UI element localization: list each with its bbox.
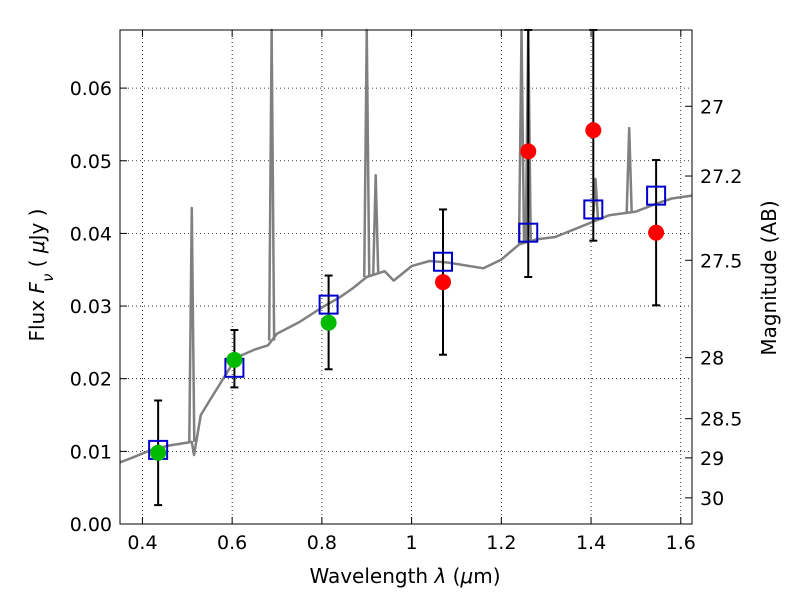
y2-axis-label: Magnitude (AB) (757, 200, 781, 355)
y2-tick-label: 29 (700, 448, 724, 470)
y-tick-label: 0.01 (70, 441, 112, 463)
y2-tick-label: 27.2 (700, 166, 742, 188)
spectrum-continuum (119, 194, 693, 464)
points-layer (148, 122, 667, 461)
y-tick-label: 0.05 (70, 151, 112, 173)
x-axis-label: Wavelength λ (μm) (309, 564, 500, 588)
spectrum-emission-line (371, 174, 380, 275)
x-tick-label: 0.8 (307, 532, 337, 554)
spectrum-emission-line (625, 126, 633, 213)
y2-tick-label: 28.5 (700, 409, 742, 431)
y2-tick-label: 27 (700, 96, 724, 118)
x-axis-ticks: 0.4 0.6 0.8 1 1.2 1.4 1.6 (127, 30, 696, 554)
y-tick-label: 0.00 (70, 514, 112, 536)
model-square-point (318, 294, 339, 315)
x-tick-label: 0.4 (127, 532, 157, 554)
green-point (226, 351, 243, 368)
y2-tick-label: 30 (700, 488, 724, 510)
x-tick-label: 1.6 (666, 532, 696, 554)
red-point (520, 143, 537, 160)
y-axis-label: Flux Fν ( μJy ) (25, 208, 57, 341)
plot-frame (119, 29, 693, 525)
y-tick-label: 0.02 (70, 369, 112, 391)
x-tick-label: 0.6 (217, 532, 247, 554)
y-tick-label: 0.06 (70, 78, 112, 100)
x-tick-label: 1.4 (576, 532, 606, 554)
y2-tick-label: 28 (700, 348, 724, 370)
model-square-point (646, 185, 667, 206)
y-tick-label: 0.04 (70, 223, 112, 245)
green-point (150, 444, 167, 461)
x-tick-label: 1 (406, 532, 418, 554)
y-tick-label: 0.03 (70, 296, 112, 318)
red-point (648, 224, 665, 241)
x-tick-label: 1.2 (486, 532, 516, 554)
spectrum-emission-line (188, 206, 196, 442)
y2-axis-ticks: 27 27.2 27.5 28 28.5 29 30 (685, 96, 742, 510)
red-point (585, 122, 602, 139)
green-point (320, 314, 337, 331)
model-square-point (433, 251, 454, 272)
model-square-point (518, 222, 539, 243)
model-square-point (583, 199, 604, 220)
y2-tick-label: 27.5 (700, 250, 742, 272)
red-point (435, 274, 452, 291)
y-axis-ticks: 0.00 0.01 0.02 0.03 0.04 0.05 0.06 (70, 78, 127, 536)
